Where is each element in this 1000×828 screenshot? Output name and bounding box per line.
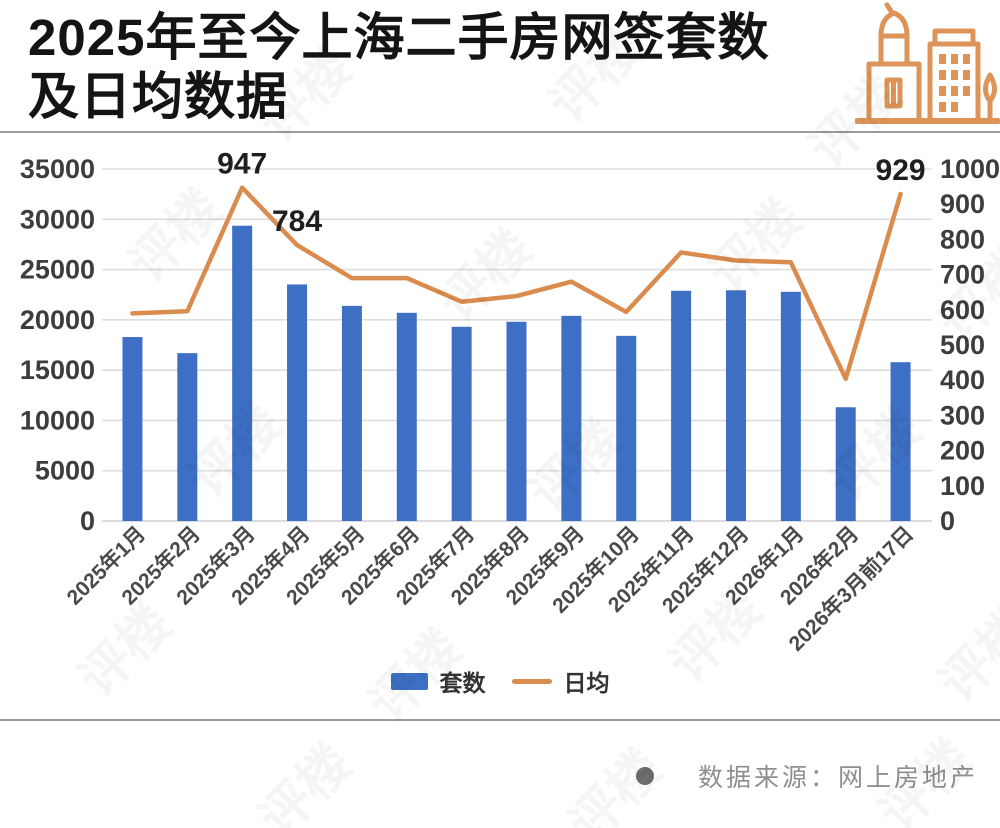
- right-axis-tick: 700: [940, 260, 985, 290]
- bar: [287, 284, 308, 521]
- dot-icon: [635, 767, 654, 785]
- data-label: 784: [272, 205, 322, 238]
- buildings-icon-spire: [884, 2, 894, 14]
- buildings-icon-dome: [878, 10, 910, 39]
- legend-line-label: 日均: [563, 670, 610, 696]
- daily-average-line: [130, 185, 903, 382]
- bar: [177, 353, 198, 521]
- bar: [232, 225, 253, 521]
- bar: [506, 321, 527, 521]
- bar: [780, 291, 801, 521]
- buildings-icon: [855, 2, 1000, 124]
- footer-divider: [0, 719, 1000, 721]
- legend-bar-swatch: [390, 672, 428, 690]
- left-axis-tick: 20000: [20, 305, 95, 335]
- buildings-icon-tower: [878, 33, 910, 67]
- watermark-stamp: 评楼: [239, 724, 366, 828]
- right-axis-tick: 400: [940, 365, 985, 395]
- data-label: 929: [876, 154, 926, 187]
- right-axis-tick: 600: [940, 295, 985, 325]
- data-source-label: 数据来源：网上房地产: [697, 764, 978, 792]
- right-axis-tick: 0: [940, 506, 955, 536]
- bar: [725, 290, 746, 521]
- left-axis-tick: 5000: [35, 456, 95, 486]
- bar: [835, 407, 856, 521]
- buildings-icon-windows: [939, 54, 970, 112]
- left-axis-tick: 0: [80, 506, 95, 536]
- bar: [341, 305, 362, 521]
- right-axis-tick: 1000: [940, 154, 1000, 184]
- right-axis-tick: 300: [940, 400, 985, 430]
- left-axis-tick: 25000: [20, 255, 95, 285]
- right-axis-tick: 200: [940, 436, 985, 466]
- right-axis-tick: 800: [940, 224, 985, 254]
- bar: [561, 315, 582, 521]
- data-label: 947: [217, 150, 267, 181]
- right-axis-tick: 900: [940, 189, 985, 219]
- right-axis-tick: 100: [940, 471, 985, 501]
- page-title: 2025年至今上海二手房网签套数 及日均数据: [28, 8, 858, 126]
- page-title-line2: 及日均数据: [28, 68, 289, 126]
- chart: 0 5000 10000 15000 20000 25000 30000 35000 0 100 2…: [20, 150, 1000, 656]
- right-axis-tick: 500: [940, 330, 985, 360]
- legend-bar-label: 套数: [439, 670, 486, 696]
- left-axis-tick: 30000: [20, 204, 95, 234]
- buildings-icon-tree: [983, 72, 997, 124]
- left-axis-tick: 15000: [20, 355, 95, 385]
- left-axis-tick: 10000: [20, 405, 95, 435]
- footer: 数据来源：网上房地产: [635, 758, 978, 794]
- bar: [616, 335, 637, 521]
- left-axis-tick: 35000: [20, 154, 95, 184]
- legend-line-swatch: [511, 678, 552, 684]
- chart-legend: 套数 日均: [0, 664, 1000, 698]
- bar: [122, 337, 143, 521]
- page-title-line1: 2025年至今上海二手房网签套数: [28, 9, 770, 66]
- bar: [396, 312, 417, 521]
- bar: [671, 290, 692, 521]
- bar: [451, 326, 472, 521]
- bar: [890, 362, 911, 521]
- title-divider: [0, 131, 1000, 133]
